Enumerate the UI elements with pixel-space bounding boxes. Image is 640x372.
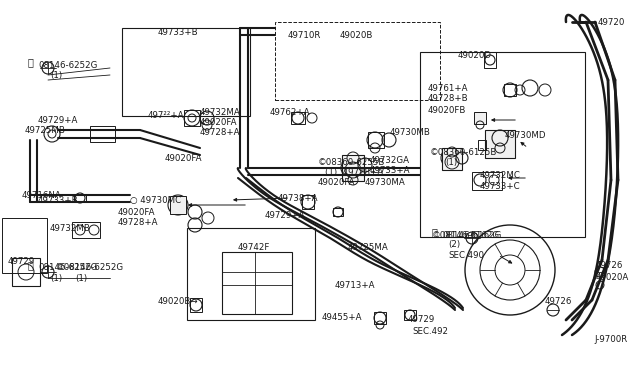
Text: (1): (1) <box>50 71 62 80</box>
Bar <box>442 148 462 170</box>
Text: 49455+A: 49455+A <box>322 314 362 323</box>
Text: 49728+B: 49728+B <box>428 93 468 103</box>
Text: 49713+A: 49713+A <box>335 280 376 289</box>
Bar <box>72 222 100 238</box>
Bar <box>184 110 200 126</box>
Text: ©08360-6125B: ©08360-6125B <box>430 148 497 157</box>
Bar <box>474 112 486 124</box>
Text: SEC.490: SEC.490 <box>448 250 484 260</box>
Text: 49720: 49720 <box>598 17 625 26</box>
Bar <box>291 112 305 124</box>
Bar <box>420 52 585 237</box>
Text: J-9700R: J-9700R <box>594 336 627 344</box>
Bar <box>368 132 384 148</box>
Text: 49020B→: 49020B→ <box>158 298 198 307</box>
Bar <box>122 28 250 116</box>
Text: 49020A: 49020A <box>596 273 629 282</box>
Text: 49020B: 49020B <box>340 31 373 39</box>
Bar <box>472 172 502 190</box>
Text: (1): (1) <box>445 157 457 167</box>
Bar <box>170 196 186 214</box>
Text: 49762+A: 49762+A <box>270 108 310 116</box>
Text: 49020FB: 49020FB <box>428 106 467 115</box>
Text: ©08146-6252G: ©08146-6252G <box>56 263 124 273</box>
Bar <box>478 140 486 150</box>
Text: 49710R: 49710R <box>288 31 321 39</box>
Text: 497²²+A: 497²²+A <box>148 110 184 119</box>
Bar <box>2 218 47 273</box>
Text: 49729+A: 49729+A <box>38 115 78 125</box>
Text: 49730MD: 49730MD <box>505 131 547 140</box>
Text: (1): (1) <box>75 273 87 282</box>
Bar <box>90 126 115 142</box>
Text: ©08360-6255B: ©08360-6255B <box>318 157 385 167</box>
Bar <box>302 195 314 209</box>
Text: 08146-6252G: 08146-6252G <box>38 61 97 70</box>
Text: Ⓑ: Ⓑ <box>432 227 438 237</box>
Text: (1): (1) <box>50 273 62 282</box>
Text: 08146-6252G: 08146-6252G <box>38 263 97 273</box>
Text: 49733+B: 49733+B <box>38 196 79 205</box>
Text: 49728+A: 49728+A <box>200 128 241 137</box>
Text: (1)  49728+A: (1) 49728+A <box>325 167 383 176</box>
Text: 49020FA: 49020FA <box>200 118 237 126</box>
Text: 08146-6162G: 08146-6162G <box>442 231 501 240</box>
Text: 49716NA: 49716NA <box>22 190 61 199</box>
Text: 49733+C: 49733+C <box>480 182 520 190</box>
Text: ○ 49730MC: ○ 49730MC <box>130 196 181 205</box>
Text: 49738+A: 49738+A <box>278 193 319 202</box>
Bar <box>404 310 416 320</box>
Text: 49730MA: 49730MA <box>365 177 406 186</box>
Text: Ⓑ: Ⓑ <box>28 57 34 67</box>
Bar <box>484 52 496 68</box>
Bar <box>333 208 343 216</box>
Text: 49732GA: 49732GA <box>370 155 410 164</box>
Bar <box>74 194 86 202</box>
Text: 49733+B: 49733+B <box>158 28 198 36</box>
Text: 49726: 49726 <box>596 260 623 269</box>
Text: 49725MA: 49725MA <box>348 244 388 253</box>
Bar <box>12 258 40 286</box>
Bar <box>342 155 364 181</box>
Text: 49732MC: 49732MC <box>480 170 521 180</box>
Text: SEC.492: SEC.492 <box>412 327 448 337</box>
Text: 49761+A: 49761+A <box>428 83 468 93</box>
Text: 49725MB: 49725MB <box>25 125 66 135</box>
Bar <box>187 228 315 320</box>
Text: 49732MA: 49732MA <box>200 108 241 116</box>
Text: 49020FA: 49020FA <box>318 177 355 186</box>
Text: 49726: 49726 <box>545 298 572 307</box>
Bar <box>485 130 515 158</box>
Text: 49728+A: 49728+A <box>118 218 159 227</box>
Text: 49020D: 49020D <box>458 51 492 60</box>
Text: 49730MB: 49730MB <box>390 128 431 137</box>
Bar <box>275 22 440 100</box>
Bar <box>190 298 202 312</box>
Bar <box>222 252 292 314</box>
Text: 49729+A: 49729+A <box>265 211 305 219</box>
Text: ©08146-6162G: ©08146-6162G <box>432 231 500 240</box>
Text: 49020FA: 49020FA <box>165 154 202 163</box>
Text: Ⓑ: Ⓑ <box>28 260 34 270</box>
Bar <box>504 84 516 96</box>
Text: 49732MB: 49732MB <box>50 224 91 232</box>
Text: 49733+A: 49733+A <box>370 166 410 174</box>
Bar <box>374 312 386 324</box>
Text: 49729: 49729 <box>408 315 435 324</box>
Text: 49729: 49729 <box>8 257 35 266</box>
Text: 49020FA: 49020FA <box>118 208 156 217</box>
Text: 49742F: 49742F <box>238 244 270 253</box>
Text: (2): (2) <box>448 241 460 250</box>
